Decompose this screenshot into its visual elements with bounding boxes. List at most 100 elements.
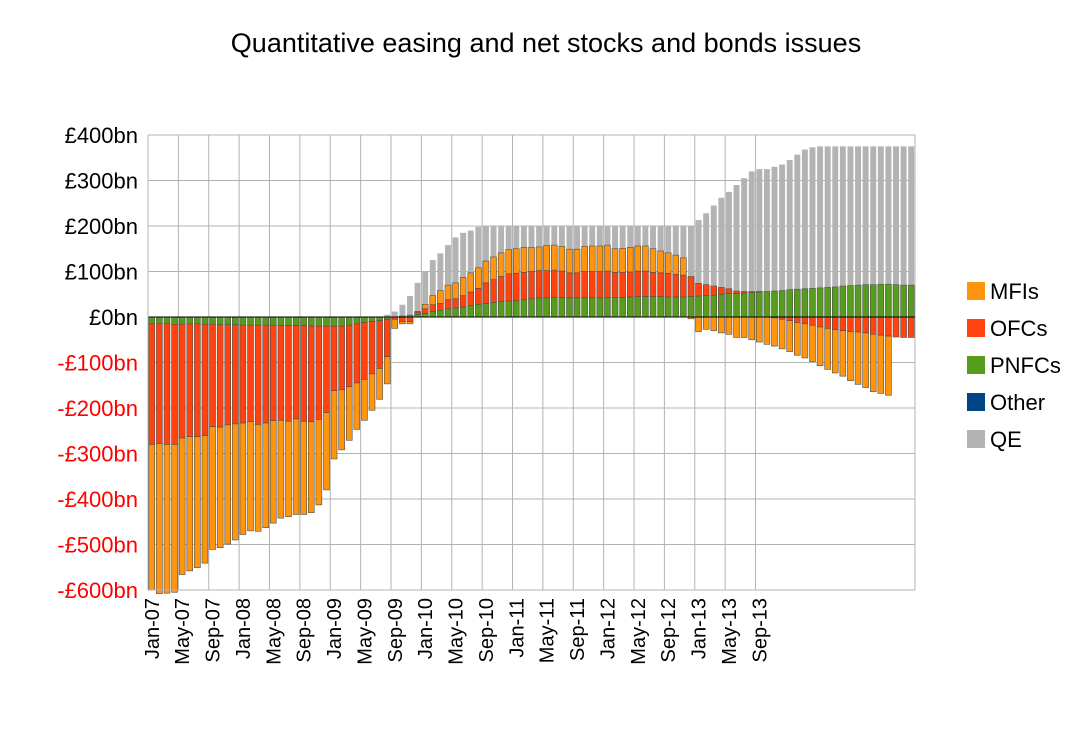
bar-pnfcs [308,316,315,327]
bar-qe [543,226,550,246]
bar-ofcs [270,324,277,422]
bar-qe [748,171,755,292]
bar-ofcs [292,325,300,420]
bar-pnfcs [619,297,626,318]
bar-mfis [839,330,847,377]
bar-ofcs [475,288,482,305]
bar-mfis [421,303,429,310]
bar-ofcs [186,323,194,437]
bar-mfis [467,272,475,293]
bar-pnfcs [224,316,231,326]
bar-ofcs [490,279,497,303]
y-tick-label: £400bn [65,123,138,148]
bar-mfis [513,248,520,274]
bar-pnfcs [239,316,247,326]
bar-qe [733,185,740,292]
bar-qe [627,226,634,248]
bar-mfis [680,257,687,276]
bar-qe [475,226,482,268]
bar-pnfcs [626,296,634,318]
bar-mfis [566,248,573,274]
x-tick-label: Sep-12 [658,598,680,663]
bar-ofcs [178,323,186,439]
bar-mfis [399,321,406,325]
bar-pnfcs [156,316,163,325]
bar-pnfcs [733,293,740,318]
x-tick-label: May-09 [354,598,376,665]
bar-mfis [877,334,885,394]
bar-mfis [209,426,216,550]
bar-ofcs [345,324,353,387]
bar-mfis [285,420,292,518]
bar-qe [741,178,748,292]
bar-mfis [148,444,156,591]
bar-pnfcs [292,316,300,326]
bar-ofcs [619,272,626,298]
bar-ofcs [786,316,793,321]
bar-ofcs [824,316,831,329]
bar-pnfcs [429,311,437,318]
bar-ofcs [361,322,368,380]
bar-pnfcs [345,316,353,326]
bar-ofcs [664,273,672,298]
bar-mfis [581,246,588,272]
bar-pnfcs [338,316,345,327]
bar-pnfcs [467,305,475,318]
bar-ofcs [801,316,809,325]
bar-pnfcs [748,292,755,318]
bar-pnfcs [482,303,490,318]
bar-qe [612,226,618,249]
chart-title: Quantitative easing and net stocks and b… [230,28,862,58]
bar-qe [558,226,565,247]
bar-ofcs [869,316,877,335]
bar-ofcs [497,276,505,302]
bar-pnfcs [505,300,512,318]
bar-pnfcs [816,287,824,318]
bar-mfis [869,333,877,392]
bar-ofcs [885,316,892,337]
bar-ofcs [353,323,361,384]
y-tick-label: £0bn [89,305,138,330]
bar-ofcs [611,272,619,298]
bar-pnfcs [649,296,657,318]
bar-mfis [725,316,733,335]
bar-pnfcs [520,299,528,318]
bar-ofcs [277,325,285,421]
bar-qe [832,146,839,287]
bar-pnfcs [611,297,619,318]
legend-swatch [967,356,985,374]
bar-ofcs [513,273,520,301]
bar-mfis [254,424,262,532]
bar-qe [414,282,421,312]
bar-pnfcs [171,316,178,325]
bar-mfis [611,248,619,273]
bar-qe [756,169,763,292]
bar-pnfcs [277,316,285,326]
bar-qe [718,197,725,288]
bar-ofcs [171,323,178,445]
bar-pnfcs [839,285,847,318]
bar-pnfcs [148,316,156,325]
bar-qe [801,149,808,289]
bar-qe [817,146,824,288]
bar-qe [452,237,459,283]
bar-qe [566,226,573,250]
x-tick-label: Jan-12 [597,598,619,659]
bar-ofcs [695,283,702,297]
bar-pnfcs [330,316,338,327]
bar-pnfcs [862,284,869,318]
bar-ofcs [626,271,634,298]
bar-pnfcs [300,316,307,326]
bar-mfis [718,316,725,334]
bar-pnfcs [687,296,695,318]
bar-mfis [292,418,300,515]
x-tick-label: Jan-13 [689,598,711,659]
bar-pnfcs [642,296,649,318]
bar-ofcs [209,323,216,427]
bar-mfis [414,311,421,313]
bar-qe [422,271,429,305]
bar-ofcs [300,325,307,422]
bar-pnfcs [824,287,831,318]
bar-ofcs [657,272,664,297]
bar-pnfcs [756,291,763,318]
